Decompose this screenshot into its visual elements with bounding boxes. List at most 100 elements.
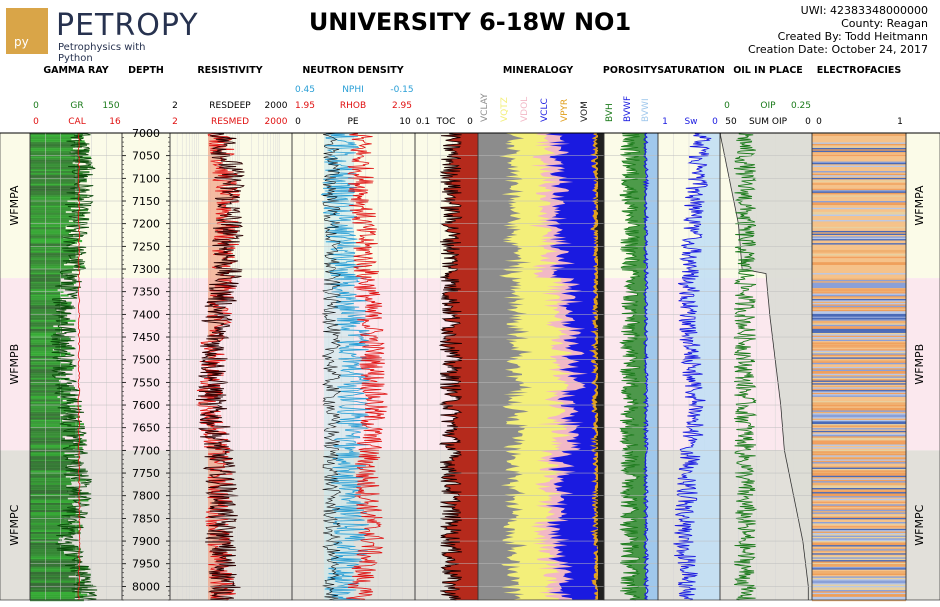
petropy-logo: py PETROPY Petrophysics with Python [6, 8, 198, 64]
efac-band [812, 300, 906, 302]
gr-shading [30, 365, 71, 368]
depth-tick-label: 7150 [132, 195, 160, 208]
efac-band [812, 390, 906, 392]
efac-band [812, 172, 906, 175]
toc-curve [438, 132, 464, 601]
efac-band [812, 539, 906, 542]
gr-shading [30, 192, 79, 195]
gr-shading [30, 579, 80, 582]
gr-shading [30, 397, 77, 400]
efac-band [812, 572, 906, 575]
gr-shading [30, 298, 62, 301]
resmed-curve [195, 132, 241, 601]
gr-shading [30, 417, 68, 420]
efac-band [812, 365, 906, 368]
efac-band [812, 256, 906, 259]
efac-band [812, 161, 906, 164]
rhob-name-label: RHOB [340, 101, 366, 111]
porosity-label-bvwf: BVWF [623, 96, 633, 122]
mineral-label-vclay: VCLAY [480, 93, 490, 122]
efac-band [812, 337, 906, 339]
depth-tick-label: 7950 [132, 558, 160, 571]
track-title-electrofacies: ELECTROFACIES [817, 65, 902, 76]
resdeep-max-label: 2000 [265, 101, 288, 111]
zone-label-right-wfmpb: WFMPB [913, 344, 926, 385]
nphi-min-label: 0.45 [295, 85, 315, 95]
efac-band [812, 406, 906, 409]
gr-shading [30, 470, 77, 473]
efac-band [812, 331, 906, 334]
gr-shading [30, 434, 84, 437]
oip-max-label: 0.25 [791, 101, 811, 111]
efac-band [812, 237, 906, 240]
gr-shading [30, 455, 81, 458]
gr-shading [30, 151, 71, 154]
efac-band [812, 418, 906, 421]
efac-band [812, 519, 906, 521]
gr-shading [30, 501, 74, 504]
gr-shading [30, 347, 75, 350]
gr-shading [30, 287, 79, 290]
gr-shading [30, 171, 90, 174]
gr-shading [30, 145, 82, 148]
efac-band [812, 211, 906, 214]
efac-band [812, 553, 906, 555]
efac-band [812, 391, 906, 394]
efac-band [812, 421, 906, 424]
logo-badge-text: py [14, 35, 29, 49]
efac-band [812, 426, 906, 429]
gr-shading [30, 410, 76, 413]
gr-shading [30, 561, 81, 564]
resmed-curve-fill [197, 133, 240, 600]
efac-band [812, 292, 906, 294]
gr-shading [30, 535, 64, 538]
efac-band [812, 244, 906, 247]
gr-shading [30, 551, 65, 555]
efac-band [812, 143, 906, 146]
efac-band [812, 534, 906, 536]
efac-band [812, 345, 906, 347]
efac-band [812, 489, 906, 492]
efac-band [812, 497, 906, 500]
bvwi-fill [646, 133, 658, 600]
gr-shading [30, 332, 56, 335]
gr-shading [30, 149, 90, 152]
creation-date-text: Creation Date: October 24, 2017 [747, 43, 928, 56]
gr-shading [30, 441, 74, 444]
gr-shading [30, 479, 86, 482]
efac-band [812, 546, 906, 549]
sum-oip-max-label: 0 [805, 117, 811, 127]
efac-band [812, 498, 906, 501]
efac-band [812, 320, 906, 323]
gr-shading [30, 209, 88, 212]
efac-band [812, 512, 906, 515]
gr-shading [30, 301, 72, 304]
gr-shading [30, 334, 59, 337]
gr-shading [30, 590, 75, 593]
efac-band [812, 137, 906, 139]
efac-band [812, 358, 906, 361]
gr-shading [30, 368, 73, 371]
efac-band [812, 486, 906, 489]
efac-band [812, 229, 906, 232]
efac-band [812, 547, 906, 550]
sw-min-label: 1 [662, 117, 668, 127]
depth-tick-label: 7250 [132, 240, 160, 253]
efac-band [812, 245, 906, 248]
efac-band [812, 308, 906, 311]
efac-band [812, 177, 906, 180]
efac-band [812, 326, 906, 328]
efac-band [812, 380, 906, 383]
gr-shading [30, 172, 83, 176]
gr-shading [30, 143, 88, 146]
cal-max-label: 16 [109, 117, 121, 127]
resdeep-curve [196, 132, 245, 601]
efac-band [812, 288, 906, 290]
efac-band [812, 473, 906, 475]
efac-band [812, 158, 906, 161]
gr-shading [30, 312, 71, 315]
zone-label-left-wfmpc: WFMPC [8, 504, 21, 545]
efac-band [812, 585, 906, 588]
gr-min-label: 0 [33, 101, 39, 111]
